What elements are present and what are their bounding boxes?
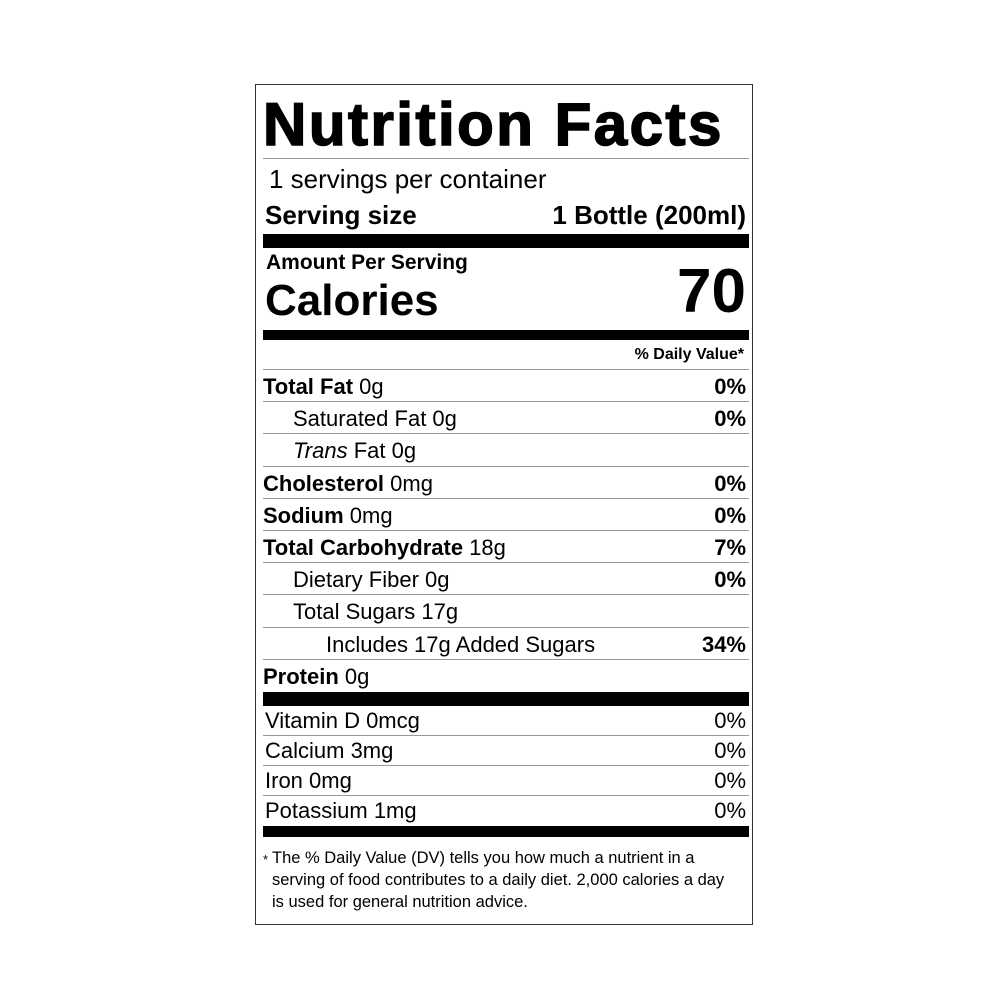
nutrient-amount: 0g	[338, 663, 370, 689]
vitamin-daily-value: 0%	[714, 707, 746, 733]
nutrient-label: Sodium 0mg	[263, 499, 393, 530]
thick-divider	[263, 691, 749, 706]
label-title: Nutrition Facts	[263, 90, 724, 158]
nutrient-label: Trans Fat 0g	[263, 434, 416, 465]
nutrient-label: Total Sugars 17g	[263, 595, 458, 626]
nutrient-amount: 18g	[463, 534, 506, 560]
nutrient-row: Sodium 0mg 0%	[263, 499, 749, 531]
serving-size-label: Serving size	[265, 200, 417, 230]
nutrient-row: Dietary Fiber 0g 0%	[263, 563, 749, 596]
nutrient-row: Protein 0g	[263, 660, 749, 692]
nutrient-amount: 0mg	[343, 502, 393, 528]
nutrient-italic: Trans	[293, 438, 348, 464]
nutrient-daily-value: 34%	[701, 631, 746, 657]
footnote-marker: *	[263, 851, 269, 867]
nutrient-amount: 0g	[353, 374, 384, 399]
nutrient-amount: Saturated Fat 0g	[293, 406, 457, 432]
vitamin-label: Vitamin D 0mcg	[265, 707, 420, 733]
vitamin-daily-value: 0%	[714, 797, 746, 823]
daily-value-header: % Daily Value*	[263, 340, 749, 370]
nutrient-daily-value: 0%	[714, 406, 746, 432]
nutrient-name: Cholesterol	[263, 470, 385, 496]
nutrient-name: Sodium	[263, 502, 344, 528]
nutrient-amount: 0mg	[384, 470, 433, 496]
nutrient-amount: Dietary Fiber 0g	[293, 567, 450, 593]
nutrient-daily-value: 0%	[714, 470, 746, 496]
thick-divider	[263, 234, 749, 248]
vitamin-label: Calcium 3mg	[265, 737, 394, 763]
vitamin-label: Iron 0mg	[265, 767, 352, 793]
nutrient-row: Total Sugars 17g	[263, 595, 749, 628]
nutrient-label: Includes 17g Added Sugars	[263, 628, 595, 659]
nutrient-amount: Fat 0g	[347, 438, 417, 464]
nutrient-row: Includes 17g Added Sugars 34%	[263, 628, 749, 660]
nutrient-label: Cholesterol 0mg	[263, 467, 433, 498]
nutrient-label: Saturated Fat 0g	[263, 402, 457, 433]
serving-size-value: 1 Bottle (200ml)	[552, 200, 746, 230]
vitamin-list: Vitamin D 0mcg 0% Calcium 3mg 0% Iron 0mg 0% P…	[263, 706, 749, 826]
medium-divider	[263, 330, 749, 340]
vitamin-row: Calcium 3mg 0%	[263, 736, 749, 766]
medium-divider	[263, 825, 749, 837]
nutrient-row: Total Fat 0g 0%	[263, 370, 749, 403]
nutrient-row: Cholesterol 0mg 0%	[263, 467, 749, 499]
nutrient-daily-value	[746, 660, 749, 692]
vitamin-row: Iron 0mg 0%	[263, 766, 749, 796]
divider	[263, 158, 749, 159]
footnote-text: The % Daily Value (DV) tells you how muc…	[272, 848, 725, 911]
amount-per-serving: Amount Per Serving	[266, 251, 468, 274]
nutrient-daily-value: 0%	[714, 374, 746, 399]
vitamin-row: Vitamin D 0mcg 0%	[263, 706, 749, 736]
nutrient-label: Total Carbohydrate 18g	[263, 531, 506, 562]
calories-section: Amount Per Serving Calories 70	[263, 248, 749, 330]
nutrient-label: Protein 0g	[263, 660, 369, 692]
nutrient-daily-value: 0%	[714, 567, 746, 593]
nutrient-amount: Includes 17g Added Sugars	[326, 631, 596, 657]
nutrient-name: Total Carbohydrate	[263, 534, 464, 560]
calories-label: Calories	[265, 276, 439, 325]
serving-size-row: Serving size 1 Bottle (200ml)	[263, 197, 749, 234]
nutrient-daily-value: 0%	[714, 502, 746, 528]
nutrient-daily-value: 7%	[714, 534, 746, 560]
nutrient-daily-value	[746, 595, 749, 626]
nutrient-name: Total Fat	[263, 374, 354, 399]
vitamin-daily-value: 0%	[714, 767, 746, 793]
nutrient-label: Total Fat 0g	[263, 370, 384, 401]
nutrient-row: Trans Fat 0g	[263, 434, 749, 467]
calories-value: 70	[677, 257, 746, 326]
nutrient-row: Total Carbohydrate 18g 7%	[263, 531, 749, 564]
nutrient-label: Dietary Fiber 0g	[263, 563, 450, 594]
footnote: * The % Daily Value (DV) tells you how m…	[263, 837, 749, 913]
nutrition-facts-label: Nutrition Facts 1 servings per container…	[255, 84, 753, 925]
vitamin-label: Potassium 1mg	[265, 797, 417, 823]
nutrient-name: Protein	[263, 663, 339, 689]
servings-per-container: 1 servings per container	[269, 164, 547, 194]
nutrient-daily-value	[746, 434, 749, 465]
nutrient-amount: Total Sugars 17g	[293, 599, 459, 625]
vitamin-daily-value: 0%	[714, 737, 746, 763]
vitamin-row: Potassium 1mg 0%	[263, 796, 749, 826]
nutrient-row: Saturated Fat 0g 0%	[263, 402, 749, 435]
nutrient-list: Total Fat 0g 0% Saturated Fat 0g 0% Trans Fa…	[263, 370, 749, 692]
